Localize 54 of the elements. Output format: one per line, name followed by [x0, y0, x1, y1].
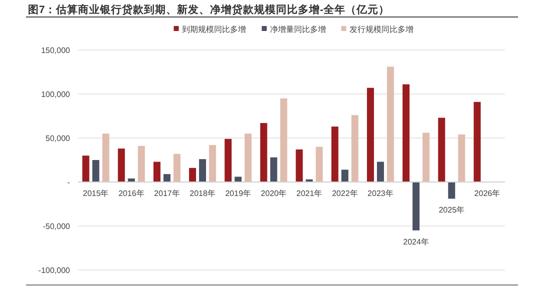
legend-label: 发行规模同比多增	[349, 25, 414, 34]
x-tick-label: 2018年	[190, 189, 216, 198]
y-tick-label: -50,000	[42, 222, 71, 231]
x-tick-label: 2019年	[225, 189, 252, 198]
bar	[270, 157, 278, 182]
bar	[316, 146, 323, 182]
x-tick-label: 2025年	[438, 206, 465, 215]
bar	[224, 138, 232, 182]
bar	[351, 115, 358, 182]
x-tick-label: 2023年	[368, 189, 394, 198]
bar	[341, 170, 348, 182]
bar	[199, 159, 206, 182]
bar	[376, 162, 384, 182]
y-tick-label: 150,000	[41, 46, 71, 55]
bar	[458, 134, 466, 182]
bar	[82, 156, 90, 182]
bar	[138, 146, 145, 182]
bar	[173, 154, 180, 182]
bar	[448, 182, 456, 199]
y-tick-label: -	[67, 178, 70, 187]
x-tick-label: 2015年	[82, 189, 109, 198]
bar	[422, 132, 430, 182]
bar	[366, 88, 374, 182]
legend-label: 净增量同比多增	[270, 25, 326, 34]
bar	[189, 168, 196, 182]
bar	[438, 118, 446, 182]
x-tick-label: 2020年	[260, 189, 287, 198]
bar	[209, 145, 216, 182]
bar	[163, 174, 170, 182]
bar	[244, 134, 252, 182]
y-tick-label: 50,000	[46, 134, 71, 143]
legend-label: 到期规模同比多增	[182, 25, 246, 34]
bar	[260, 123, 268, 182]
bar	[412, 182, 420, 230]
bar	[386, 66, 394, 182]
bar	[296, 149, 303, 182]
x-tick-label: 2026年	[474, 189, 500, 198]
bar	[474, 102, 481, 182]
y-tick-label: -100,000	[38, 266, 71, 275]
x-tick-label: 2016年	[118, 189, 144, 198]
x-tick-label: 2017年	[154, 189, 180, 198]
bar	[102, 134, 110, 182]
x-tick-label: 2022年	[332, 189, 358, 198]
bar	[331, 126, 338, 182]
bar	[234, 176, 242, 182]
bar	[280, 98, 288, 182]
x-tick-label: 2021年	[296, 189, 322, 198]
bar	[153, 162, 160, 182]
bar	[402, 84, 410, 182]
chart-title: 图7：估算商业银行贷款到期、新发、净增贷款规模同比多增-全年（亿元）	[28, 3, 390, 16]
bar	[118, 148, 125, 182]
x-tick-label: 2024年	[403, 237, 429, 246]
bar	[92, 160, 100, 182]
y-tick-label: 100,000	[41, 90, 71, 99]
